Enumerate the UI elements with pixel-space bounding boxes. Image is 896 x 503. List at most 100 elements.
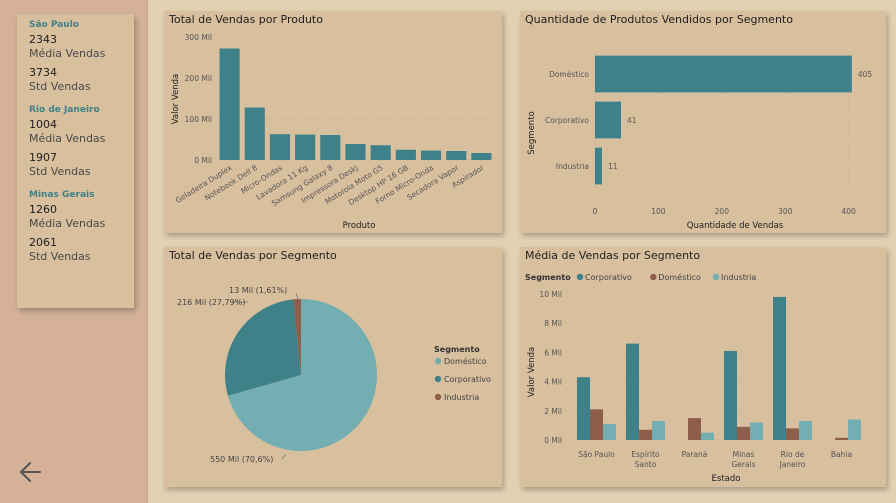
bar xyxy=(420,150,442,160)
bar xyxy=(724,350,737,440)
x-tick-label: Espírito xyxy=(631,450,660,459)
average-sales-chart: Segmento Corporativo Doméstico Industria 0 M… xyxy=(525,272,870,484)
pie-slice xyxy=(227,299,377,451)
x-tick-label: Bahia xyxy=(831,450,852,459)
x-axis-label: Produto xyxy=(343,221,376,231)
x-tick-label: 300 xyxy=(778,207,793,216)
product-sales-panel: Total de Vendas por Produto 0 Mil 100 Mil… xyxy=(164,11,502,233)
slice-label: 550 Mil (70,6%) xyxy=(210,455,273,464)
state-stats-card: São Paulo 2343 Média Vendas 3734 Std Ven… xyxy=(17,14,134,308)
bar xyxy=(595,147,602,185)
y-tick-label: 8 Mil xyxy=(544,319,562,328)
x-tick-label: Gerais xyxy=(731,460,755,469)
bar xyxy=(603,423,616,440)
y-tick-label: 10 Mil xyxy=(539,290,562,299)
bar xyxy=(244,107,265,160)
legend-marker xyxy=(434,393,442,401)
legend-marker xyxy=(712,273,720,281)
state-name: Rio de Janeiro xyxy=(29,105,100,115)
bar xyxy=(219,48,240,161)
average-sales-panel: Média de Vendas por Segmento Segmento Cor… xyxy=(520,247,886,487)
legend-title: Segmento xyxy=(525,273,571,282)
legend-label: Industria xyxy=(721,273,756,282)
bar xyxy=(269,134,291,160)
segment-sales-pie-chart: 550 Mil (70,6%) 216 Mil (27,79%) 13 Mil (1… xyxy=(177,286,491,464)
state-name: Minas Gerais xyxy=(29,190,95,200)
sidebar: São Paulo 2343 Média Vendas 3734 Std Ven… xyxy=(0,0,148,503)
x-tick-label: 100 xyxy=(651,207,666,216)
legend-marker xyxy=(434,375,442,383)
bar xyxy=(799,421,812,440)
bar xyxy=(370,145,391,160)
y-axis-label: Segmento xyxy=(527,111,537,154)
x-axis-label: Quantidade de Vendas xyxy=(687,221,784,231)
legend-label: Industria xyxy=(444,393,479,402)
bar xyxy=(773,296,786,440)
bar xyxy=(595,101,621,139)
x-tick-label: Rio de xyxy=(781,450,805,459)
x-tick-label: Janeiro xyxy=(779,460,806,469)
bar xyxy=(786,428,799,440)
bar xyxy=(595,55,852,93)
bar xyxy=(626,343,639,440)
data-label: 11 xyxy=(608,162,618,171)
state-name: São Paulo xyxy=(29,20,79,30)
chart-title: Média de Vendas por Segmento xyxy=(525,249,701,262)
x-tick-label: 0 xyxy=(593,207,598,216)
legend-label: Corporativo xyxy=(585,273,632,282)
y-tick-label: 100 Mil xyxy=(185,115,212,124)
legend-label: Doméstico xyxy=(444,356,487,366)
std-sales-label: Std Vendas xyxy=(29,165,91,178)
segment-sales-panel: Total de Vendas por Segmento 550 Mil (70… xyxy=(164,247,502,487)
y-tick-label: 300 Mil xyxy=(185,33,212,42)
y-axis-label: Valor Venda xyxy=(171,74,181,125)
mean-sales-label: Média Vendas xyxy=(29,47,106,60)
std-sales-value: 2061 xyxy=(29,236,57,249)
std-sales-value: 1907 xyxy=(29,151,57,164)
y-tick-label: 6 Mil xyxy=(544,348,562,357)
bar xyxy=(577,377,590,440)
mean-sales-value: 1260 xyxy=(29,203,57,216)
bar xyxy=(737,426,750,440)
leader-line xyxy=(295,292,299,300)
pie-slice xyxy=(225,299,301,396)
bar xyxy=(320,134,341,160)
slice-label: 13 Mil (1,61%) xyxy=(229,286,287,295)
leader-line xyxy=(281,453,287,460)
bar xyxy=(345,144,366,160)
x-tick-label: Paraná xyxy=(682,450,708,459)
state-group-minas-gerais: Minas Gerais 1260 Média Vendas 2061 Std … xyxy=(29,190,134,263)
x-axis-label: Estado xyxy=(712,474,741,484)
x-tick-label: São Paulo xyxy=(578,450,615,459)
bar xyxy=(848,419,861,440)
std-sales-label: Std Vendas xyxy=(29,250,91,263)
x-tick-label: Minas xyxy=(733,450,755,459)
legend-title: Segmento xyxy=(434,345,480,354)
bar xyxy=(590,409,603,440)
bar xyxy=(652,421,665,440)
y-tick-label: 4 Mil xyxy=(544,378,562,387)
segment-quantity-chart: 0 100 200 300 400 Doméstico 405 Corporativo 41 In… xyxy=(527,51,872,231)
legend-label: Doméstico xyxy=(658,272,701,282)
y-tick-label: Doméstico xyxy=(549,70,589,79)
mean-sales-value: 2343 xyxy=(29,33,57,46)
pie-slice xyxy=(293,299,301,375)
mean-sales-value: 1004 xyxy=(29,118,57,131)
y-tick-label: Industria xyxy=(556,162,589,171)
x-tick-label: Santo xyxy=(635,460,657,469)
arrow-left-icon xyxy=(19,462,41,482)
y-tick-label: Corporativo xyxy=(545,116,589,125)
x-tick-label: 200 xyxy=(715,207,730,216)
y-tick-label: 2 Mil xyxy=(544,407,562,416)
legend-label: Corporativo xyxy=(444,375,491,384)
mean-sales-label: Média Vendas xyxy=(29,132,106,145)
segment-quantity-panel: Quantidade de Produtos Vendidos por Segm… xyxy=(520,11,886,233)
bar xyxy=(701,432,714,440)
bar xyxy=(471,153,492,160)
std-sales-value: 3734 xyxy=(29,66,57,79)
bar xyxy=(639,429,652,440)
back-button[interactable] xyxy=(18,460,44,484)
chart-title: Quantidade de Produtos Vendidos por Segm… xyxy=(525,13,793,26)
chart-title: Total de Vendas por Segmento xyxy=(169,249,337,262)
